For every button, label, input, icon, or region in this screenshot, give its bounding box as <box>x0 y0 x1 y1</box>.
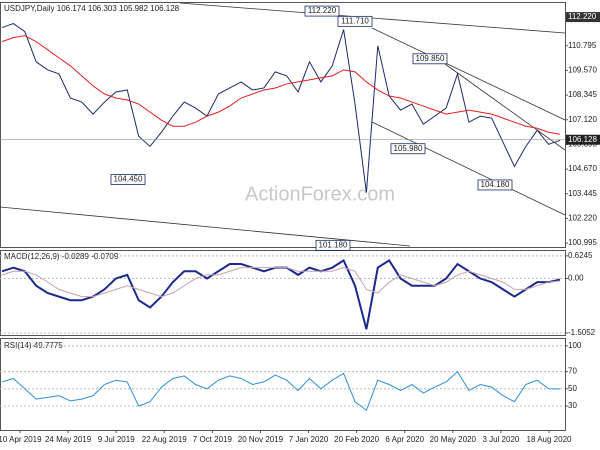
y-tick-label: 0.00 <box>568 274 584 283</box>
y-tick-label: 110.795 <box>568 41 597 50</box>
x-tick-label: 6 Apr 2020 <box>385 435 424 444</box>
x-tick-label: 10 Apr 2019 <box>0 435 42 444</box>
y-tick-label: 100 <box>568 341 582 350</box>
level-box <box>566 12 600 23</box>
y-tick-label: -1.5052 <box>568 328 596 337</box>
annotation-box <box>304 5 340 17</box>
price-panel <box>0 2 566 248</box>
annotation-box <box>337 15 373 27</box>
annotation-label: 104.180 <box>481 180 510 189</box>
y-tick-label: 109.570 <box>568 66 597 75</box>
current-box <box>566 134 600 145</box>
annotation-box <box>315 239 351 251</box>
annotation-label: 112.220 <box>308 6 337 15</box>
series-line <box>1 22 561 193</box>
watermark: ActionForex.com <box>245 183 395 205</box>
level-label: 112.220 <box>568 12 597 21</box>
y-tick-label: 108.345 <box>568 90 597 99</box>
annotation-box <box>390 143 426 155</box>
series-line <box>1 267 561 298</box>
trendline <box>0 206 411 247</box>
annotation-box <box>412 53 448 65</box>
y-tick-label: 30 <box>568 401 577 410</box>
series-line <box>1 370 561 412</box>
y-tick-label: 0.6245 <box>568 251 593 260</box>
y-tick-label: 102.220 <box>568 214 597 223</box>
y-tick-label: 50 <box>568 384 577 393</box>
y-tick-label: 100.995 <box>568 238 597 247</box>
annotation-label: 111.710 <box>341 16 369 25</box>
y-tick-label: 103.445 <box>568 189 597 198</box>
x-tick-label: 20 Feb 2020 <box>334 435 379 444</box>
annotation-label: 101.180 <box>319 240 348 249</box>
current-label: 106.128 <box>568 135 597 144</box>
annotation-label: 109.850 <box>416 54 445 63</box>
y-tick-label: 70 <box>568 367 577 376</box>
annotation-box <box>110 174 146 185</box>
annotation-label: 105.980 <box>394 144 423 153</box>
x-tick-label: 9 Jul 2019 <box>98 435 135 444</box>
annotation-label: 104.450 <box>114 175 143 184</box>
x-tick-label: 3 Jul 2020 <box>482 435 519 444</box>
trendline <box>371 27 566 121</box>
x-tick-label: 20 May 2020 <box>430 435 477 444</box>
x-tick-label: 18 Aug 2020 <box>527 435 572 444</box>
trendline <box>179 2 566 34</box>
rsi-panel <box>0 338 566 431</box>
y-tick-label: 107.120 <box>568 115 597 124</box>
x-tick-label: 20 Nov 2019 <box>238 435 284 444</box>
y-tick-label: 104.670 <box>568 164 597 173</box>
trendline <box>371 121 566 216</box>
macd-panel <box>0 250 566 336</box>
annotation-box <box>477 179 513 191</box>
trendline <box>444 63 566 151</box>
x-tick-label: 22 Aug 2019 <box>142 435 187 444</box>
macd-header: MACD(12,26,9) -0.0289 -0.0709 <box>4 252 119 261</box>
series-line <box>1 35 561 135</box>
x-tick-label: 7 Jan 2020 <box>289 435 329 444</box>
x-tick-label: 7 Oct 2019 <box>193 435 233 444</box>
price-header: USDJPY,Daily 106.174 106.303 105.982 106… <box>4 4 180 13</box>
x-tick-label: 24 May 2019 <box>45 435 92 444</box>
